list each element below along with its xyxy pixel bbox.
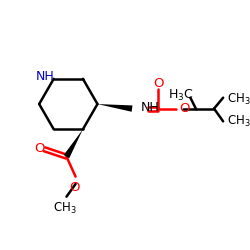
Text: CH$_3$: CH$_3$ xyxy=(227,92,250,107)
Polygon shape xyxy=(98,104,132,112)
Polygon shape xyxy=(64,129,83,158)
Text: H$_3$C: H$_3$C xyxy=(168,88,194,104)
Text: CH$_3$: CH$_3$ xyxy=(227,114,250,129)
Text: O: O xyxy=(153,76,164,90)
Text: O: O xyxy=(34,142,44,155)
Text: NH: NH xyxy=(35,70,54,84)
Text: NH: NH xyxy=(141,101,160,114)
Text: O: O xyxy=(70,181,80,194)
Text: O: O xyxy=(180,102,190,115)
Text: CH$_3$: CH$_3$ xyxy=(53,201,76,216)
